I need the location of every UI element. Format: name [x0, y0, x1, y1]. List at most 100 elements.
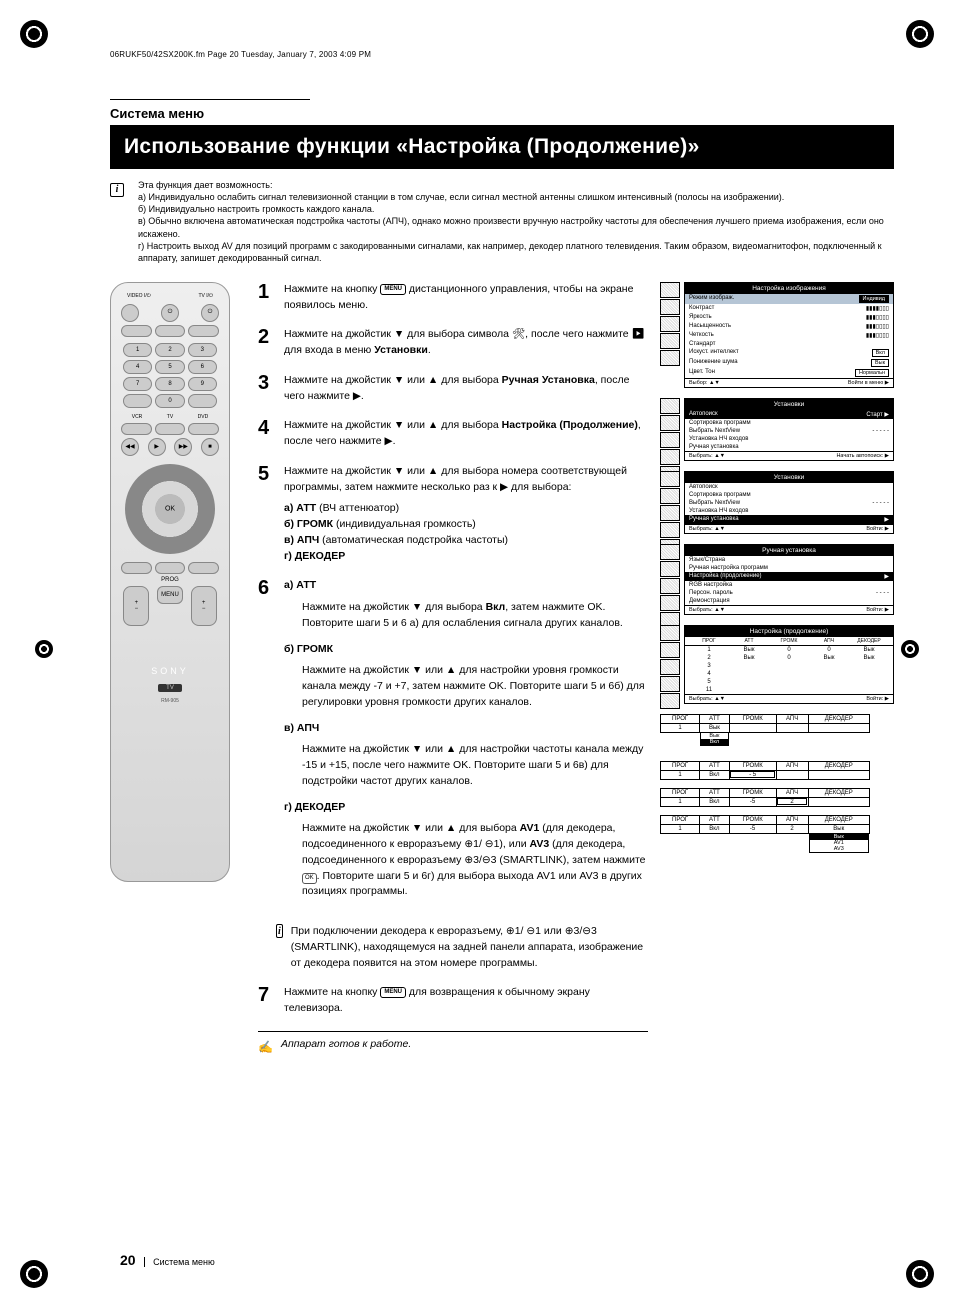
osd-menu-row: Установка НЧ входов	[685, 435, 893, 443]
step-number: 1	[258, 282, 276, 314]
osd-tab-icon	[660, 505, 680, 521]
osd-tab-icon	[660, 659, 680, 675]
remote-num-key: 3	[188, 343, 217, 357]
step-body: Нажмите на джойстик ▼ или ▲ для выбора Н…	[284, 418, 648, 450]
step-number: 2	[258, 327, 276, 359]
remote-label: TV	[167, 414, 173, 420]
intro-block: i Эта функция дает возможность: а) Индив…	[110, 179, 894, 264]
osd-menu-footer: Выбрать: ▲▼Начать автопоиск: ▶	[685, 451, 893, 460]
osd-tab-icon	[660, 449, 680, 465]
osd-menu-row: 3	[685, 662, 893, 670]
step-body: Нажмите на кнопку MENU дистанционного уп…	[284, 282, 648, 314]
substep-body: Нажмите на джойстик ▼ для выбора Вкл, за…	[302, 600, 648, 632]
remote-button: ■	[201, 438, 219, 456]
remote-label: VCR	[132, 414, 143, 420]
final-note-text: Аппарат готов к работе.	[281, 1038, 411, 1056]
steps-column: 1Нажмите на кнопку MENU дистанционного у…	[250, 282, 648, 1056]
remote-label: VIDEO I/⏻	[127, 293, 151, 299]
osd-menu-row: Выбрать NextView- - - - -	[685, 499, 893, 507]
menu-key-icon: MENU	[380, 987, 406, 998]
osd-menu-row: 5	[685, 678, 893, 686]
osd-tab-icon	[660, 693, 680, 709]
osd-menu-row: 1Вык00Вык	[685, 646, 893, 654]
remote-volume-button: +−	[123, 586, 149, 626]
intro-lead: Эта функция дает возможность:	[138, 179, 894, 191]
osd-menu-row: Автопоиск	[685, 483, 893, 491]
remote-button: ⏻	[201, 304, 219, 322]
step-number: 3	[258, 373, 276, 405]
osd-menu-title: Установки	[685, 472, 893, 483]
osd-tab-icon	[660, 398, 680, 414]
page-title: Использование функции «Настройка (Продол…	[110, 125, 894, 169]
osd-tab-icon	[660, 642, 680, 658]
osd-tab-icon	[660, 561, 680, 577]
remote-num-key: 1	[123, 343, 152, 357]
step-number: 7	[258, 985, 276, 1017]
remote-button	[188, 325, 219, 337]
step-body: а) АТТ Нажмите на джойстик ▼ для выбора …	[284, 578, 648, 910]
osd-menu-row: Искуст. интеллектВкл	[685, 348, 893, 358]
osd-menu-row: Настройка (продолжение)▶	[685, 572, 893, 581]
manual-page: 06RUKF50/42SX200K.fm Page 20 Tuesday, Ja…	[0, 0, 954, 1308]
final-note: Аппарат готов к работе.	[258, 1031, 648, 1056]
substep-body: Нажмите на джойстик ▼ или ▲ для выбора A…	[302, 821, 648, 900]
osd-tab-icon	[660, 333, 680, 349]
page-number: 20	[120, 1252, 136, 1268]
step-body: Нажмите на джойстик ▼ или ▲ для выбора Р…	[284, 373, 648, 405]
osd-menu-footer: Выбрать: ▲▼Войти: ▶	[685, 524, 893, 533]
osd-menu-row: АвтопоискСтарт ▶	[685, 410, 893, 419]
osd-menu-row: 11	[685, 686, 893, 694]
remote-button: ◀◀	[121, 438, 139, 456]
osd-menu-footer: Выбрать: ▲▼Войти: ▶	[685, 605, 893, 614]
osd-menu-row: Персон. пароль- - - -	[685, 589, 893, 597]
remote-joystick	[125, 464, 215, 554]
remote-button	[121, 325, 152, 337]
registration-mark-icon	[901, 640, 919, 658]
dropdown-list: ВыкAV1AV3	[809, 833, 869, 853]
step-number: 6	[258, 578, 276, 910]
remote-control-illustration: VIDEO I/⏻ TV I/⏻ ⏻⏻ 1 2 3 4 5 6 7 8 9 0	[110, 282, 230, 882]
file-header-line: 06RUKF50/42SX200K.fm Page 20 Tuesday, Ja…	[110, 50, 894, 59]
osd-menu-row: Сортировка программ	[685, 491, 893, 499]
param-table: ПРОГАТТГРОМКАПЧДЕКОДЕР1Вкл- 5	[660, 761, 870, 780]
remote-num-key: 2	[155, 343, 184, 357]
remote-button: ⏻	[161, 304, 179, 322]
osd-menu-row: 4	[685, 670, 893, 678]
intro-item: б) Индивидуально настроить громкость каж…	[138, 203, 894, 215]
intro-item: а) Индивидуально ослабить сигнал телевиз…	[138, 191, 894, 203]
remote-label: TV I/⏻	[198, 293, 213, 299]
remote-button	[121, 304, 139, 322]
info-icon: i	[276, 924, 283, 938]
param-table: ПРОГАТТГРОМКАПЧДЕКОДЕР1Вкл-52ВыкВыкAV1AV…	[660, 815, 870, 834]
remote-num-key: 8	[155, 377, 184, 391]
osd-tab-icon	[660, 625, 680, 641]
osd-tab-icon	[660, 316, 680, 332]
registration-mark-icon	[906, 1260, 934, 1288]
osd-menu-title: Настройка (продолжение)	[685, 626, 893, 637]
step-body: Нажмите на кнопку MENU для возвращения к…	[284, 985, 648, 1017]
section-title: Система меню	[110, 106, 894, 121]
remote-button: ▶	[148, 438, 166, 456]
menu-key-icon: MENU	[380, 284, 406, 295]
osd-menus-column: Настройка изображенияРежим изображ.Индив…	[660, 282, 894, 1056]
hand-icon	[258, 1038, 273, 1056]
registration-mark-icon	[906, 20, 934, 48]
step-body: Нажмите на джойстик ▼ или ▲ для выбора н…	[284, 464, 648, 565]
osd-menu: УстановкиАвтопоискСтарт ▶Сортировка прог…	[684, 398, 894, 461]
osd-tab-icon	[660, 488, 680, 504]
note-text: При подключении декодера к евроразъему, …	[291, 924, 648, 971]
registration-mark-icon	[35, 640, 53, 658]
osd-menu-row: Выбрать NextView- - - - -	[685, 427, 893, 435]
osd-menu-row: Яркость▮▮▮▯▯▯▯	[685, 313, 893, 322]
osd-menu-row: Режим изображ.Индивид	[685, 294, 893, 304]
remote-button	[155, 562, 186, 574]
remote-num-key: 0	[155, 394, 184, 408]
osd-menu-title: Ручная установка	[685, 545, 893, 556]
remote-label: DVD	[198, 414, 209, 420]
remote-label: PROG	[119, 577, 221, 583]
osd-tab-icon	[660, 544, 680, 560]
remote-column: VIDEO I/⏻ TV I/⏻ ⏻⏻ 1 2 3 4 5 6 7 8 9 0	[110, 282, 238, 1056]
osd-menu: Ручная установкаЯзык/СтранаРучная настро…	[684, 544, 894, 615]
remote-prog-button: +−	[191, 586, 217, 626]
osd-menu-row: Насыщенность▮▮▮▯▯▯▯	[685, 322, 893, 331]
